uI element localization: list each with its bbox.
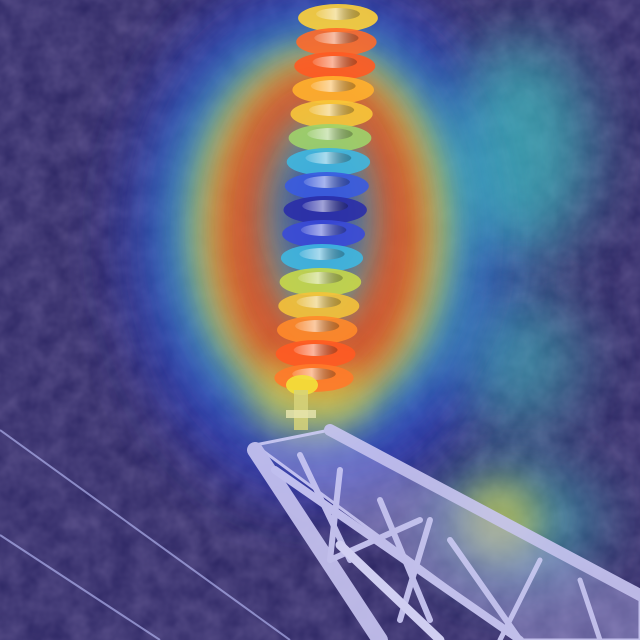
insulator-disc-highlight — [314, 32, 359, 44]
insulator-disc-highlight — [316, 8, 360, 20]
insulator-disc-highlight — [305, 152, 352, 164]
insulator-disc-highlight — [307, 128, 353, 140]
tower-lattice — [247, 424, 640, 640]
insulator-disc-highlight — [296, 296, 342, 308]
insulator-disc-highlight — [310, 80, 356, 92]
insulator-discs — [274, 4, 378, 392]
insulator-disc-highlight — [299, 248, 345, 260]
insulator-disc-highlight — [297, 272, 343, 284]
insulator-disc-highlight — [308, 104, 355, 116]
insulator-disc-highlight — [312, 56, 358, 68]
insulator-disc-highlight — [303, 176, 350, 188]
insulator-disc-highlight — [295, 320, 340, 332]
insulator-disc-highlight — [300, 224, 347, 236]
insulator-disc-highlight — [293, 344, 338, 356]
insulator-fitting — [286, 375, 318, 430]
power-lines — [0, 429, 291, 640]
insulator-disc-highlight — [302, 200, 349, 212]
